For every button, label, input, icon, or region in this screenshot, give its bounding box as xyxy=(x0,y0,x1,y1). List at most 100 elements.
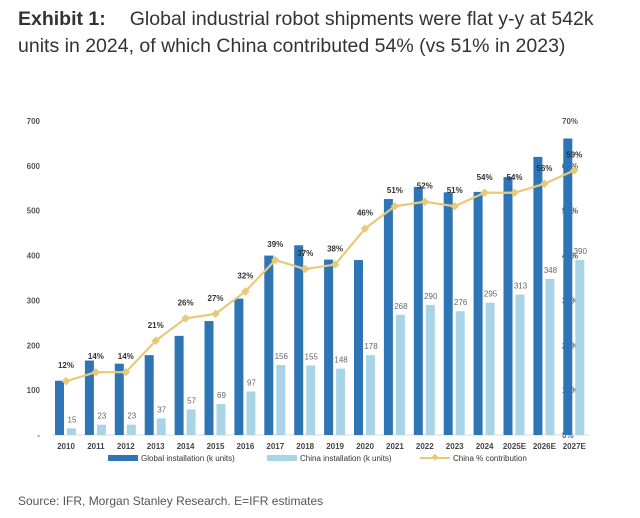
source-note: Source: IFR, Morgan Stanley Research. E=… xyxy=(18,494,324,508)
left-axis-tick: 500 xyxy=(27,207,41,216)
china-bar xyxy=(485,302,495,435)
china-share-point xyxy=(91,367,101,377)
china-bar xyxy=(545,278,555,435)
china-bar xyxy=(67,428,76,435)
china-bar xyxy=(186,409,196,435)
global-bar xyxy=(563,138,573,435)
china-share-label: 14% xyxy=(88,352,104,361)
china-share-label: 51% xyxy=(387,186,403,195)
exhibit-text: Global industrial robot shipments were f… xyxy=(18,8,594,57)
china-share-point xyxy=(300,264,310,274)
china-share-point xyxy=(151,336,160,346)
left-axis-tick: - xyxy=(37,431,40,440)
global-bar xyxy=(234,298,244,435)
china-share-label: 27% xyxy=(207,294,223,303)
global-bar xyxy=(174,335,184,435)
x-tick-label: 2025E xyxy=(503,442,527,451)
china-bar-label: 69 xyxy=(217,391,226,400)
china-share-label: 56% xyxy=(536,164,552,173)
china-bar-label: 57 xyxy=(187,396,196,405)
left-axis-tick: 700 xyxy=(27,117,41,126)
china-bar xyxy=(156,418,166,435)
china-share-point xyxy=(420,197,430,206)
china-bar xyxy=(455,311,465,435)
exhibit-label: Exhibit 1: xyxy=(18,8,106,30)
china-bar-label: 23 xyxy=(127,412,136,421)
x-tick-label: 2013 xyxy=(147,442,165,451)
legend-global-label: Global installation (k units) xyxy=(141,454,235,463)
legend-share-label: China % contribution xyxy=(453,454,527,463)
x-tick-label: 2011 xyxy=(87,442,105,451)
china-share-label: 59% xyxy=(566,150,582,159)
x-tick-label: 2017 xyxy=(266,442,284,451)
china-share-label: 14% xyxy=(118,352,134,361)
left-axis-tick: 600 xyxy=(27,162,41,171)
china-share-point xyxy=(121,367,131,377)
china-bar-label: 268 xyxy=(394,302,408,311)
china-share-label: 52% xyxy=(417,182,433,191)
china-bar-label: 390 xyxy=(574,247,588,256)
global-bar xyxy=(294,245,304,435)
legend-china-swatch xyxy=(267,455,297,461)
china-share-point xyxy=(271,255,280,265)
china-share-label: 38% xyxy=(327,245,343,254)
china-share-label: 37% xyxy=(297,249,313,258)
legend-china-label: China installation (k units) xyxy=(300,454,392,463)
china-share-label: 12% xyxy=(58,361,74,370)
global-bar xyxy=(533,156,543,435)
left-axis-tick: 200 xyxy=(27,341,41,350)
china-share-line xyxy=(65,169,575,383)
global-bar xyxy=(324,259,334,435)
china-share-label: 26% xyxy=(178,298,194,307)
china-bar-label: 290 xyxy=(424,292,438,301)
china-share-label: 46% xyxy=(357,209,373,218)
china-share-point xyxy=(450,201,459,211)
china-bar-label: 156 xyxy=(275,352,289,361)
china-bar xyxy=(246,391,256,435)
legend-share-marker xyxy=(431,453,439,461)
global-bar xyxy=(264,255,274,435)
china-share-point xyxy=(390,201,400,211)
china-share-point xyxy=(181,314,190,323)
x-tick-label: 2023 xyxy=(446,442,464,451)
china-bar xyxy=(575,260,585,435)
global-bar xyxy=(55,380,64,435)
china-bar xyxy=(126,424,136,435)
china-share-point xyxy=(330,260,340,269)
x-tick-label: 2018 xyxy=(296,442,314,451)
china-share-point xyxy=(241,287,250,296)
china-bar-label: 23 xyxy=(97,412,106,421)
china-share-label: 51% xyxy=(447,186,463,195)
x-tick-label: 2020 xyxy=(356,442,374,451)
china-bar-label: 178 xyxy=(364,342,378,351)
global-bar xyxy=(114,363,124,435)
left-axis-tick: 300 xyxy=(27,296,41,305)
x-tick-label: 2016 xyxy=(237,442,255,451)
china-bar-label: 348 xyxy=(544,266,558,275)
right-axis-tick: 70% xyxy=(562,117,578,126)
exhibit-title: Exhibit 1: Global industrial robot shipme… xyxy=(18,6,628,60)
x-tick-label: 2014 xyxy=(177,442,195,451)
x-tick-label: 2015 xyxy=(207,442,225,451)
x-tick-label: 2019 xyxy=(326,442,344,451)
china-bar xyxy=(336,368,346,435)
china-bar xyxy=(425,304,435,435)
x-tick-label: 2021 xyxy=(386,442,404,451)
china-bar xyxy=(395,314,405,435)
china-bar-label: 148 xyxy=(334,356,348,365)
china-bar-label: 97 xyxy=(247,378,256,387)
china-share-label: 21% xyxy=(148,321,164,330)
china-bar xyxy=(276,365,286,435)
x-tick-label: 2024 xyxy=(476,442,494,451)
global-bar xyxy=(443,192,453,435)
global-bar xyxy=(413,186,423,435)
china-bar-label: 15 xyxy=(68,415,77,424)
x-tick-label: 2022 xyxy=(416,442,434,451)
x-tick-label: 2012 xyxy=(117,442,135,451)
global-bar xyxy=(204,321,214,435)
china-bar-label: 295 xyxy=(484,290,498,299)
china-bar-label: 155 xyxy=(305,352,319,361)
global-bar xyxy=(383,199,393,435)
china-share-label: 54% xyxy=(506,173,522,182)
china-bar xyxy=(306,365,316,435)
